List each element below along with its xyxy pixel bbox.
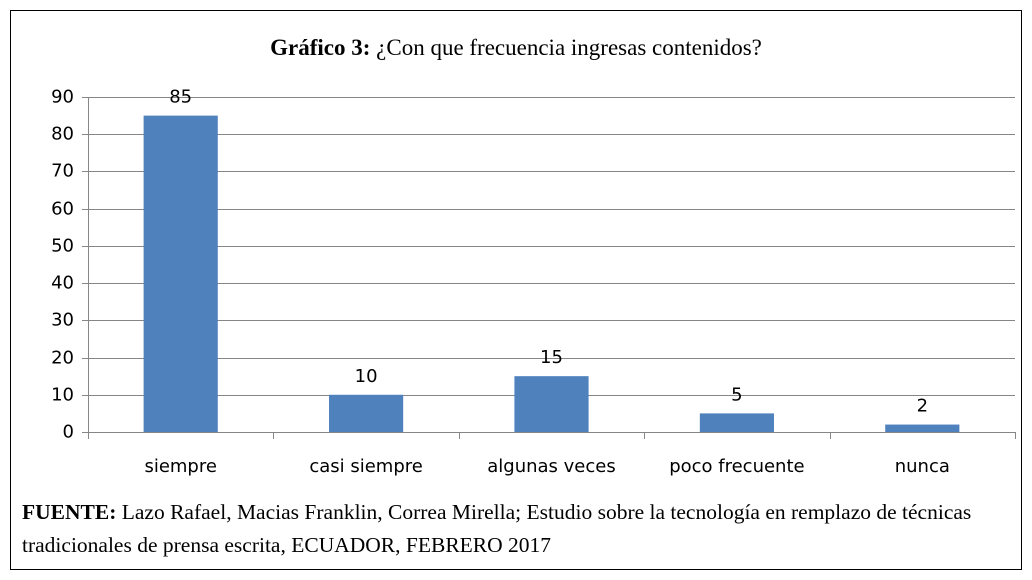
x-tick-label: poco frecuente [669, 456, 804, 477]
x-tick-label: nunca [895, 456, 950, 477]
x-tick-label: algunas veces [487, 456, 615, 477]
bar [329, 394, 404, 432]
y-tick-label: 40 [51, 273, 74, 294]
data-label: 10 [355, 366, 378, 387]
data-label: 15 [540, 347, 563, 368]
y-tick-label: 10 [51, 385, 74, 406]
bar [514, 376, 589, 432]
y-tick-label: 80 [51, 124, 74, 145]
y-tick-label: 60 [51, 199, 74, 220]
source-note: FUENTE: Lazo Rafael, Macias Franklin, Co… [22, 496, 1012, 562]
y-tick-label: 0 [63, 422, 74, 443]
bar [699, 413, 774, 432]
data-label: 5 [731, 384, 742, 405]
bar [143, 115, 218, 432]
chart-title: Gráfico 3: ¿Con que frecuencia ingresas … [270, 35, 762, 60]
y-tick-label: 20 [51, 348, 74, 369]
chart-border [10, 10, 1022, 570]
y-tick-label: 30 [51, 310, 74, 331]
y-tick-label: 70 [51, 161, 74, 182]
data-label: 2 [917, 396, 928, 417]
bar [885, 424, 960, 432]
y-tick-label: 50 [51, 236, 74, 257]
source-text: Lazo Rafael, Macias Franklin, Correa Mir… [22, 500, 972, 557]
y-tick-label: 90 [51, 87, 74, 108]
x-tick-label: siempre [144, 456, 217, 477]
x-tick-label: casi siempre [309, 456, 423, 477]
title-label: Gráfico 3: [270, 35, 370, 60]
title-text: ¿Con que frecuencia ingresas contenidos? [376, 35, 762, 60]
source-label: FUENTE: [22, 500, 117, 524]
data-label: 85 [169, 87, 192, 108]
